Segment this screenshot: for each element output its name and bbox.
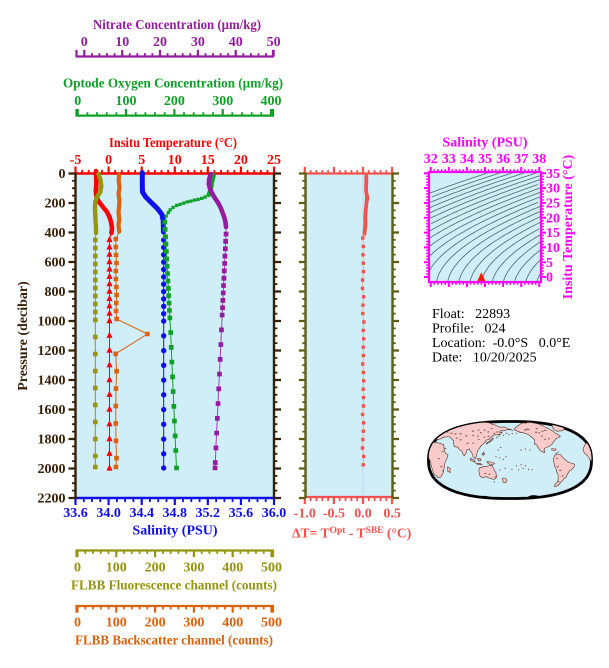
svg-text:FLBB Fluorescence channel (cou: FLBB Fluorescence channel (counts)	[71, 579, 277, 594]
svg-text:0.0: 0.0	[354, 507, 372, 522]
svg-text:400: 400	[222, 616, 243, 631]
svg-text:35: 35	[546, 167, 560, 182]
svg-text:100: 100	[106, 561, 127, 576]
svg-text:Optode Oxygen Concentration (µ: Optode Oxygen Concentration (µm/kg)	[63, 77, 283, 92]
svg-text:FLBB Backscatter channel (coun: FLBB Backscatter channel (counts)	[75, 634, 273, 649]
svg-text:Insitu Temperature (°C): Insitu Temperature (°C)	[561, 154, 576, 299]
svg-text:ΔT= TOpt - TSBE (°C): ΔT= TOpt - TSBE (°C)	[292, 526, 411, 542]
svg-text:100: 100	[116, 94, 137, 109]
svg-text:0.5: 0.5	[383, 507, 401, 522]
svg-text:200: 200	[145, 561, 166, 576]
svg-text:0: 0	[74, 94, 81, 109]
svg-text:35.2: 35.2	[196, 506, 221, 521]
svg-text:15: 15	[546, 226, 560, 241]
svg-text:300: 300	[212, 94, 233, 109]
svg-text:0: 0	[74, 616, 81, 631]
svg-text:2000: 2000	[38, 462, 66, 477]
svg-text:35.6: 35.6	[229, 506, 254, 521]
svg-text:32: 32	[424, 152, 438, 167]
svg-text:33.6: 33.6	[63, 506, 88, 521]
svg-text:15: 15	[201, 153, 215, 168]
svg-text:30: 30	[546, 182, 560, 197]
svg-text:Nitrate Concentration (µm/kg): Nitrate Concentration (µm/kg)	[93, 18, 261, 33]
svg-text:200: 200	[145, 616, 166, 631]
svg-text:1800: 1800	[38, 433, 66, 448]
svg-text:20: 20	[153, 35, 167, 50]
svg-text:0: 0	[105, 153, 112, 168]
svg-text:34.8: 34.8	[162, 506, 187, 521]
svg-text:20: 20	[546, 211, 560, 226]
svg-text:Float: 22893: Float: 22893	[432, 307, 510, 322]
svg-text:20: 20	[234, 153, 248, 168]
svg-text:1200: 1200	[38, 344, 66, 359]
svg-text:600: 600	[45, 256, 66, 271]
svg-text:0: 0	[546, 271, 553, 286]
svg-text:400: 400	[222, 561, 243, 576]
svg-text:0: 0	[81, 35, 88, 50]
svg-text:Pressure (decibar): Pressure (decibar)	[16, 281, 31, 391]
svg-text:34: 34	[460, 152, 474, 167]
svg-text:Location: -0.0°S 0.0°E: Location: -0.0°S 0.0°E	[432, 336, 570, 351]
svg-text:Salinity (PSU): Salinity (PSU)	[442, 136, 528, 151]
svg-text:36.0: 36.0	[262, 506, 287, 521]
svg-text:400: 400	[261, 94, 282, 109]
svg-text:40: 40	[229, 35, 243, 50]
svg-text:0: 0	[59, 167, 66, 182]
svg-text:50: 50	[267, 35, 281, 50]
svg-text:-5: -5	[70, 153, 82, 168]
svg-text:34.4: 34.4	[129, 506, 154, 521]
svg-text:400: 400	[45, 226, 66, 241]
svg-text:10: 10	[546, 241, 560, 256]
svg-text:30: 30	[191, 35, 205, 50]
svg-text:1000: 1000	[38, 315, 66, 330]
svg-text:5: 5	[138, 153, 145, 168]
svg-text:300: 300	[183, 616, 204, 631]
svg-text:Insitu Temperature (°C): Insitu Temperature (°C)	[109, 136, 237, 151]
svg-text:0: 0	[74, 561, 81, 576]
svg-text:2200: 2200	[38, 492, 66, 507]
svg-text:5: 5	[546, 256, 553, 271]
svg-text:33: 33	[442, 152, 456, 167]
svg-text:10: 10	[168, 153, 182, 168]
svg-text:35: 35	[478, 152, 492, 167]
svg-text:36: 36	[496, 152, 510, 167]
svg-text:37: 37	[514, 152, 528, 167]
svg-text:34.0: 34.0	[96, 506, 121, 521]
svg-text:25: 25	[267, 153, 281, 168]
svg-text:100: 100	[106, 616, 127, 631]
svg-text:1600: 1600	[38, 403, 66, 418]
svg-text:Date: 10/20/2025: Date: 10/20/2025	[432, 351, 537, 366]
svg-text:Profile: 024: Profile: 024	[432, 322, 506, 337]
svg-text:200: 200	[164, 94, 185, 109]
svg-text:800: 800	[45, 285, 66, 300]
svg-text:1400: 1400	[38, 374, 66, 389]
svg-text:500: 500	[261, 561, 282, 576]
svg-text:-0.5: -0.5	[323, 507, 345, 522]
svg-text:25: 25	[546, 197, 560, 212]
svg-text:10: 10	[115, 35, 129, 50]
svg-text:300: 300	[183, 561, 204, 576]
svg-text:500: 500	[261, 616, 282, 631]
svg-text:200: 200	[45, 197, 66, 212]
svg-text:-1.0: -1.0	[294, 507, 316, 522]
svg-text:38: 38	[532, 152, 546, 167]
svg-text:Salinity (PSU): Salinity (PSU)	[132, 524, 218, 539]
